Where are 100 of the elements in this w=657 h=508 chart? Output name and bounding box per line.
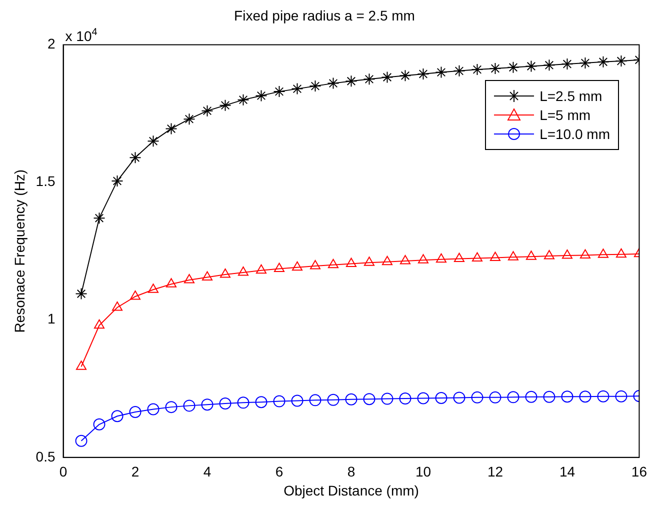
point [580, 249, 590, 258]
point [237, 94, 250, 106]
point [201, 104, 214, 117]
x-tick-label: 2 [131, 464, 140, 480]
point [471, 391, 484, 404]
x-tick-label: 10 [415, 464, 432, 480]
point [345, 75, 358, 88]
point [400, 255, 410, 264]
point [111, 174, 124, 187]
y-tick-label: 0.5 [36, 448, 56, 464]
point [256, 264, 267, 274]
point [489, 391, 502, 404]
point [274, 262, 285, 272]
point [471, 64, 484, 76]
point [255, 396, 268, 408]
point [147, 403, 160, 416]
point [507, 391, 520, 404]
point [310, 260, 321, 270]
point [76, 360, 87, 370]
point [75, 288, 88, 300]
point [435, 392, 448, 404]
point [525, 60, 538, 72]
x-tick-label: 6 [275, 464, 284, 480]
x-tick-label: 16 [631, 464, 648, 480]
point [382, 256, 392, 266]
point [363, 73, 376, 86]
point [561, 58, 574, 70]
point [526, 250, 536, 260]
point [436, 253, 446, 263]
point [615, 55, 628, 68]
x-tick-label: 14 [559, 464, 576, 480]
point [418, 254, 428, 264]
y-tick-label: 1.5 [36, 173, 56, 190]
point [417, 68, 430, 80]
legend-label: L=5 mm [540, 107, 591, 123]
point [543, 390, 556, 403]
point [579, 56, 592, 69]
chart-title: Fixed pipe radius a = 2.5 mm [234, 7, 415, 24]
point [598, 248, 608, 258]
point [184, 274, 195, 284]
point [129, 406, 142, 418]
point [183, 113, 196, 126]
point [435, 66, 448, 78]
point [454, 252, 464, 262]
point [292, 261, 303, 271]
point [363, 393, 376, 406]
point [94, 319, 105, 329]
point [597, 390, 610, 402]
y-tick-label: 2 [47, 36, 56, 52]
legend-label: L=10.0 mm [540, 126, 610, 142]
point [508, 251, 518, 260]
point [472, 252, 482, 262]
point [93, 212, 106, 224]
point [111, 410, 124, 422]
point [129, 152, 142, 164]
point [238, 266, 249, 276]
x-tick-label: 0 [59, 464, 68, 480]
point [381, 392, 394, 405]
point [165, 122, 178, 135]
point [364, 256, 374, 266]
point [346, 258, 356, 268]
point [327, 394, 340, 406]
point [75, 434, 88, 447]
y-tick-label: 1 [47, 310, 56, 327]
point [399, 70, 412, 82]
point [201, 398, 214, 411]
point [507, 61, 520, 74]
point [544, 250, 554, 260]
point [130, 290, 141, 300]
point [219, 99, 232, 112]
point [93, 418, 106, 430]
point [255, 90, 268, 102]
point [597, 56, 610, 68]
point [561, 390, 574, 403]
point [237, 396, 250, 409]
x-tick-label: 8 [347, 464, 356, 480]
point [615, 390, 628, 402]
y-axis-title: Resonace Frequency (Hz) [11, 169, 28, 333]
legend-label: L=2.5 mm [540, 88, 602, 104]
point [202, 271, 213, 280]
point [166, 278, 177, 288]
point [399, 392, 412, 405]
point [525, 390, 538, 403]
point [220, 268, 231, 278]
point [309, 80, 322, 92]
point [291, 394, 304, 407]
x-axis-title: Object Distance (mm) [284, 482, 419, 498]
point [453, 392, 466, 404]
point [417, 392, 430, 404]
point [490, 252, 500, 261]
point [291, 82, 304, 95]
point [219, 397, 232, 410]
point [453, 64, 466, 77]
point [328, 258, 339, 268]
point [489, 62, 502, 74]
point [345, 393, 358, 406]
point [165, 401, 178, 414]
x-tick-label: 12 [487, 464, 504, 480]
x-tick-label: 4 [203, 464, 212, 480]
point [273, 86, 286, 98]
